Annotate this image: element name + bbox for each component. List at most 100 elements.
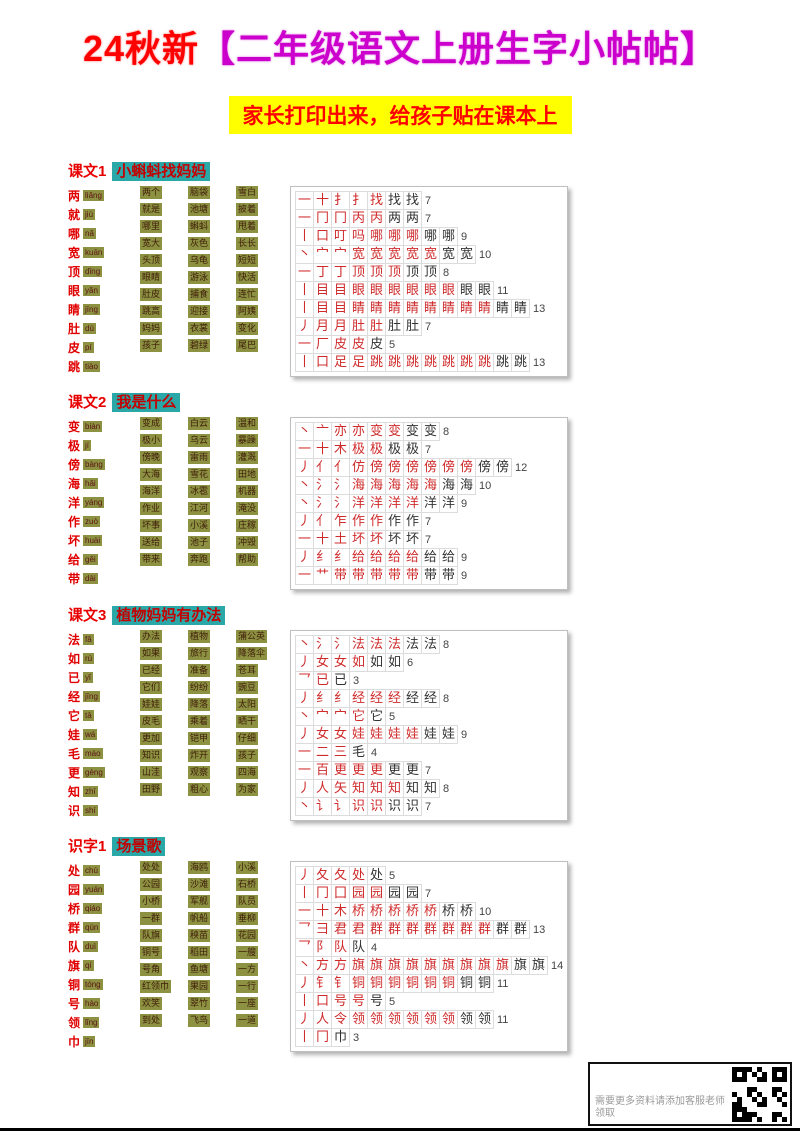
word-entry: 帆船	[188, 912, 211, 925]
stroke-cell: 巾	[331, 1028, 350, 1047]
qr-module	[742, 1067, 747, 1072]
character-entry: 傍 bàng	[68, 455, 140, 474]
stroke-cell: 如	[367, 653, 386, 672]
stroke-count: 5	[389, 710, 396, 723]
stroke-cell: 旗	[403, 956, 422, 975]
word-entry: 豌豆	[236, 681, 259, 694]
word-entry: 队旗	[140, 929, 163, 942]
stroke-cell: 丶	[295, 494, 314, 513]
stroke-cell: 睛	[493, 299, 512, 318]
footer-note: 需要更多资料请添加客服老师领取	[595, 1096, 725, 1119]
stroke-count: 5	[389, 995, 396, 1008]
pinyin: jīn	[83, 1036, 96, 1047]
word-entry: 军舰	[188, 895, 211, 908]
stroke-order-row: 一十木桥桥桥桥桥桥桥 10	[295, 902, 563, 921]
stroke-cell: 坏	[385, 530, 404, 549]
stroke-cell: 乛	[295, 671, 314, 690]
stroke-cell: 号	[331, 992, 350, 1011]
pinyin: rú	[83, 653, 95, 664]
character-entry: 眼 yǎn	[68, 281, 140, 300]
stroke-cell: 带	[349, 566, 368, 585]
word-entry: 淹没	[236, 502, 259, 515]
character: 皮	[68, 341, 81, 355]
word-entry: 秧苗	[188, 929, 211, 942]
stroke-cell: 傍	[421, 458, 440, 477]
word-entry: 冰雹	[188, 485, 211, 498]
pinyin: qí	[83, 960, 94, 971]
stroke-cell: 一	[295, 761, 314, 780]
qr-module	[772, 1087, 777, 1092]
qr-module	[777, 1112, 782, 1117]
word-entry: 田地	[236, 468, 259, 481]
stroke-cell: 丁	[331, 263, 350, 282]
word-entry: 雷雨	[188, 451, 211, 464]
stroke-cell: 宀	[331, 707, 350, 726]
character-entry: 巾 jīn	[68, 1032, 140, 1051]
stroke-cell: 极	[403, 440, 422, 459]
character-entry: 经 jīng	[68, 687, 140, 706]
word-entry: 植物	[188, 630, 211, 643]
character-entry: 极 jí	[68, 436, 140, 455]
stroke-cell: 月	[313, 317, 332, 336]
stroke-cell: 纟	[331, 548, 350, 567]
stroke-cell: 傍	[367, 458, 386, 477]
stroke-cell: 变	[421, 422, 440, 441]
character: 更	[68, 766, 81, 780]
pinyin: hào	[83, 998, 101, 1009]
word-entry: 游泳	[188, 271, 211, 284]
pinyin: qiáo	[83, 903, 103, 914]
qr-module	[772, 1077, 777, 1082]
pinyin: yuán	[83, 884, 105, 895]
stroke-cell: 一	[295, 530, 314, 549]
stroke-order-panel: 一十扌扌找找找 7 一冂冂丙丙两两 7 丨口叮吗哪哪哪哪哪 9 丶宀宀宽宽宽宽宽宽宽 10 一丁…	[290, 186, 568, 377]
character: 两	[68, 189, 81, 203]
pinyin: gěi	[83, 554, 98, 565]
stroke-cell: 跳	[385, 353, 404, 372]
stroke-cell: 跳	[457, 353, 476, 372]
stroke-cell: 作	[403, 512, 422, 531]
stroke-count: 7	[425, 443, 432, 456]
qr-module	[747, 1117, 752, 1122]
stroke-cell: 铜	[367, 974, 386, 993]
stroke-cell: 丨	[295, 992, 314, 1011]
word-entry: 如果	[140, 647, 163, 660]
stroke-cell: 铜	[475, 974, 494, 993]
word-entry: 山洼	[140, 766, 163, 779]
word-entry: 乌龟	[188, 254, 211, 267]
character: 给	[68, 553, 81, 567]
word-entry: 雪花	[188, 468, 211, 481]
character-entry: 桥 qiáo	[68, 899, 140, 918]
character: 洋	[68, 496, 81, 510]
character-entry: 识 shí	[68, 801, 140, 820]
stroke-cell: 夂	[331, 866, 350, 885]
qr-module	[742, 1117, 747, 1122]
word-entry: 蒲公英	[236, 630, 268, 643]
stroke-cell: 丁	[313, 263, 332, 282]
stroke-cell: 丨	[295, 1028, 314, 1047]
word-entry: 池子	[188, 536, 211, 549]
qr-module	[772, 1067, 777, 1072]
stroke-cell: 宀	[313, 245, 332, 264]
word-entry: 阿姨	[236, 305, 259, 318]
character: 桥	[68, 902, 81, 916]
lesson-title: 场景歌	[112, 837, 166, 856]
qr-module	[742, 1077, 747, 1082]
stroke-cell: 月	[331, 317, 350, 336]
word-column-3: 温和 暴躁 灌溉 田地 机器 淹没 庄稼 冲毁 帮助	[236, 417, 278, 570]
word-entry: 为家	[236, 783, 259, 796]
pinyin: tóng	[83, 979, 103, 990]
stroke-order-row: 丿亻亻仿傍傍傍傍傍傍傍傍 12	[295, 458, 563, 477]
stroke-cell: 睛	[475, 299, 494, 318]
word-entry: 奔跑	[188, 553, 211, 566]
sections-container: 课文1 小蝌蚪找妈妈两 liǎng 就 jiù 哪 nǎ 宽 kuān 顶 dǐng 眼 yǎn 睛 jīn…	[0, 134, 800, 1052]
new-characters-list: 变 biàn 极 jí 傍 bàng 海 hǎi 洋 yáng 作 zuò 坏 huài 给 gěi 带 dài	[68, 417, 140, 588]
stroke-cell: 丶	[295, 245, 314, 264]
word-entry: 处处	[140, 861, 163, 874]
stroke-cell: 两	[385, 209, 404, 228]
stroke-cell: 目	[313, 299, 332, 318]
stroke-cell: 桥	[421, 902, 440, 921]
stroke-cell: 哪	[385, 227, 404, 246]
